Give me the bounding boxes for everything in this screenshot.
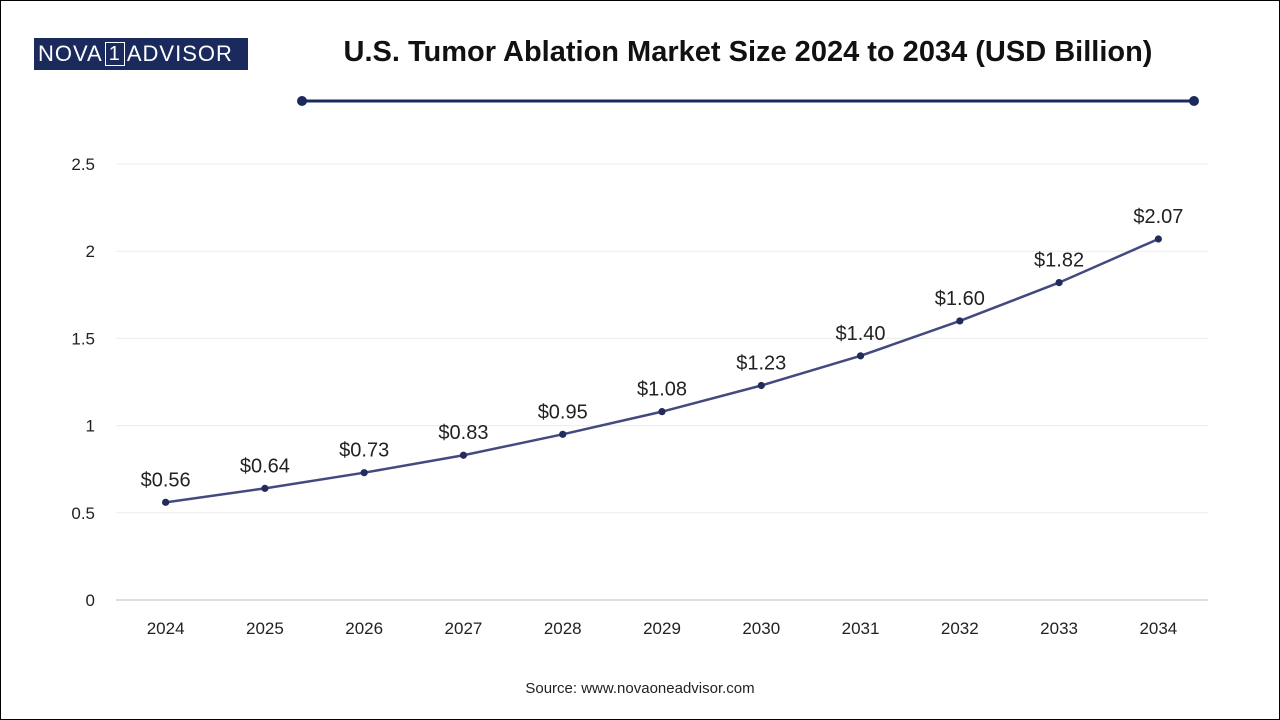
data-label: $1.60: [935, 288, 985, 310]
data-point: [856, 352, 865, 360]
x-tick-label: 2031: [842, 619, 880, 638]
data-label: $1.40: [836, 323, 886, 345]
data-point: [658, 408, 666, 416]
brand-logo: NOVA 1 ADVISOR: [34, 38, 248, 70]
series-line: [165, 237, 1159, 504]
logo-text-right: ADVISOR: [126, 41, 233, 66]
data-point: [1154, 235, 1162, 243]
y-tick-label: 1.5: [71, 329, 95, 348]
data-label: $0.64: [240, 455, 290, 477]
title-underline-dot-left: [297, 96, 307, 106]
x-tick-label: 2024: [147, 619, 185, 638]
x-tick-label: 2026: [345, 619, 383, 638]
logo-text-left: NOVA: [38, 41, 103, 66]
data-point: [757, 381, 765, 390]
data-label: $0.73: [339, 440, 389, 462]
data-point: [360, 469, 368, 477]
data-point: [162, 498, 170, 506]
title-underline: [297, 96, 1199, 106]
data-label: $0.83: [438, 422, 488, 444]
data-label: $0.56: [141, 469, 191, 491]
y-tick-label: 2: [86, 242, 95, 261]
x-tick-label: 2032: [941, 619, 979, 638]
x-tick-label: 2030: [742, 619, 780, 638]
source-note: Source: www.novaoneadvisor.com: [525, 680, 755, 697]
data-point: [1055, 278, 1063, 287]
chart-title: U.S. Tumor Ablation Market Size 2024 to …: [343, 36, 1153, 68]
data-point: [956, 317, 964, 325]
y-tick-label: 0: [86, 591, 95, 610]
x-tick-label: 2028: [544, 619, 582, 638]
y-tick-label: 2.5: [71, 155, 95, 174]
x-tick-label: 2034: [1139, 619, 1177, 638]
x-tick-label: 2033: [1040, 619, 1078, 638]
x-tick-label: 2027: [445, 619, 483, 638]
title-underline-dot-right: [1189, 96, 1199, 106]
y-tick-label: 0.5: [71, 504, 95, 523]
data-point: [459, 451, 468, 459]
x-tick-label: 2029: [643, 619, 681, 638]
data-point: [261, 484, 269, 492]
x-tick-label: 2025: [246, 619, 284, 638]
logo-text-mid: 1: [104, 42, 125, 66]
data-label: $1.08: [637, 379, 687, 401]
data-label: $0.95: [538, 401, 588, 423]
y-tick-label: 1: [86, 417, 95, 436]
data-point: [559, 430, 567, 438]
data-label: $1.82: [1034, 250, 1084, 272]
data-label: $1.23: [736, 352, 786, 374]
data-label: $2.07: [1133, 206, 1183, 228]
